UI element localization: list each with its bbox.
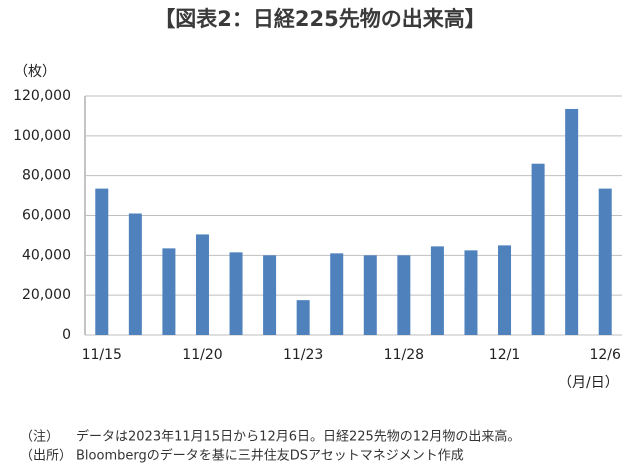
x-tick-label: 11/28 [384,347,424,363]
bar [162,248,176,335]
x-tick-label: 11/20 [182,347,222,363]
y-tick-label: 100,000 [13,128,71,144]
y-tick-label: 80,000 [22,168,71,184]
x-tick-label: 11/15 [82,347,122,363]
chart-title: 【図表2：日経225先物の出来高】 [154,7,485,31]
note-text: データは2023年11月15日から12月6日。日経225先物の12月物の出来高。 [76,429,520,445]
x-tick-label: 12/1 [489,347,520,363]
bar [397,255,411,335]
y-tick-label: 20,000 [22,287,71,303]
bar [565,108,579,335]
bar [498,245,512,335]
y-tick-label: 60,000 [22,208,71,224]
bar [296,300,310,335]
y-tick-label: 0 [62,327,71,343]
x-tick-label: 11/23 [283,347,323,363]
bar [128,213,142,335]
y-unit-label: （枚） [14,64,56,80]
bar [531,163,545,335]
x-unit-label: （月/日） [558,375,619,391]
y-tick-label: 120,000 [13,88,71,104]
bar [229,252,243,335]
bar [330,253,344,335]
bar [598,188,612,335]
source-label: （出所） [20,449,72,464]
bar [195,234,209,335]
bar [430,246,444,335]
y-tick-label: 40,000 [22,247,71,263]
bar [464,250,478,335]
source-text: Bloombergのデータを基に三井住友DSアセットマネジメント作成 [76,448,464,464]
bar [95,188,109,335]
note-label: （注） [20,430,59,445]
bar [363,255,377,335]
x-tick-label: 12/6 [589,347,621,363]
bar [263,255,277,335]
